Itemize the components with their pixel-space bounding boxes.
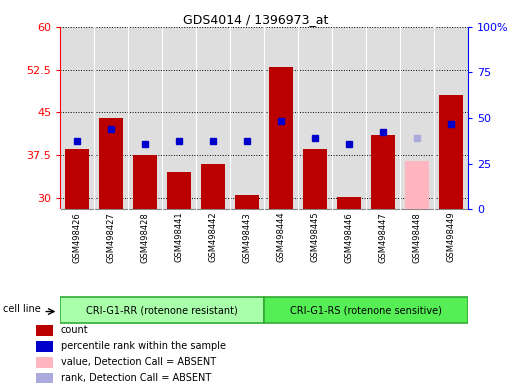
Text: cell line: cell line (3, 304, 41, 314)
Text: GSM498441: GSM498441 (175, 212, 184, 263)
Text: CRI-G1-RS (rotenone sensitive): CRI-G1-RS (rotenone sensitive) (290, 305, 442, 315)
Text: rank, Detection Call = ABSENT: rank, Detection Call = ABSENT (61, 373, 211, 383)
Bar (337, 197, 361, 209)
Text: percentile rank within the sample: percentile rank within the sample (61, 341, 226, 351)
Text: GSM498448: GSM498448 (413, 212, 422, 263)
Bar (36, 357, 53, 367)
Bar (371, 135, 395, 209)
Text: GSM498445: GSM498445 (311, 212, 320, 263)
Text: CRI-G1-RR (rotenone resistant): CRI-G1-RR (rotenone resistant) (86, 305, 238, 315)
Text: GSM498444: GSM498444 (277, 212, 286, 263)
Text: GDS4014 / 1396973_at: GDS4014 / 1396973_at (183, 13, 328, 26)
Text: GSM498426: GSM498426 (73, 212, 82, 263)
Bar (201, 164, 225, 209)
Text: value, Detection Call = ABSENT: value, Detection Call = ABSENT (61, 357, 216, 367)
Text: GSM498449: GSM498449 (447, 212, 456, 263)
Text: GSM498428: GSM498428 (141, 212, 150, 263)
Bar (303, 149, 327, 209)
Bar (405, 161, 429, 209)
Text: GSM498447: GSM498447 (379, 212, 388, 263)
Bar (167, 172, 191, 209)
Text: GSM498427: GSM498427 (107, 212, 116, 263)
Bar (36, 373, 53, 383)
Bar (269, 67, 293, 209)
Bar (235, 195, 259, 209)
Bar (65, 149, 89, 209)
Text: GSM498443: GSM498443 (243, 212, 252, 263)
Bar (439, 95, 463, 209)
Text: GSM498442: GSM498442 (209, 212, 218, 263)
Bar (36, 341, 53, 352)
Bar (60, 297, 264, 323)
Bar (264, 297, 468, 323)
Text: GSM498446: GSM498446 (345, 212, 354, 263)
Bar (133, 155, 157, 209)
Bar (99, 118, 123, 209)
Text: count: count (61, 325, 88, 336)
Bar (36, 325, 53, 336)
